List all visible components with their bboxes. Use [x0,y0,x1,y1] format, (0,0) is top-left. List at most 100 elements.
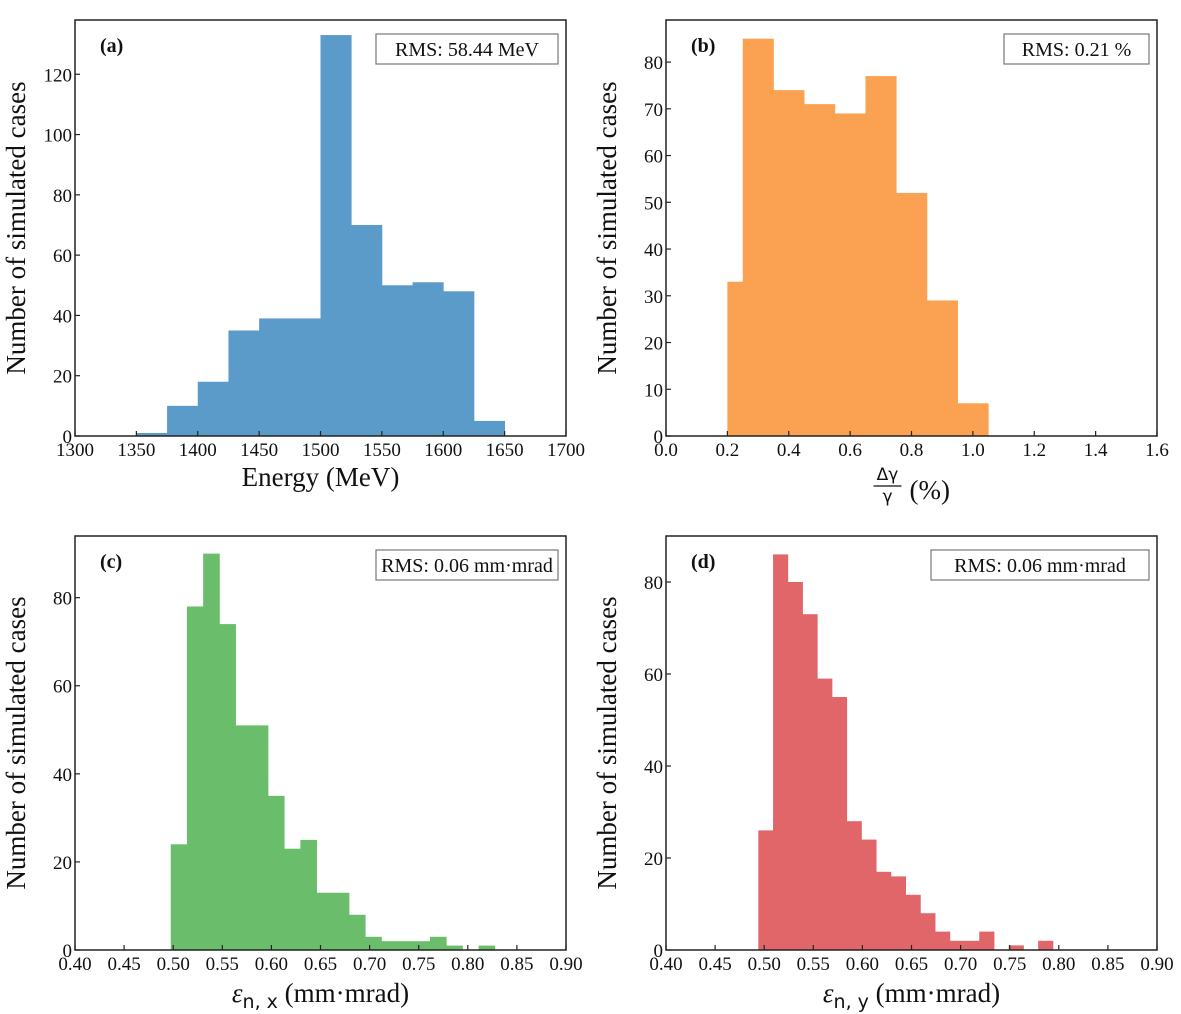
histogram-bar [727,281,744,436]
x-tick-label: 0.45 [107,954,140,975]
y-tick-label: 60 [53,246,72,267]
x-tick-label: 0.80 [451,954,484,975]
x-tick-label: 1.2 [1022,440,1046,461]
x-tick-label: 0.70 [944,954,977,975]
y-tick-label: 30 [644,287,663,308]
histogram-bar [289,318,321,436]
x-label-numerator: Δγ [877,465,899,485]
x-axis-label: Energy (MeV) [242,462,400,492]
x-tick-label: 0.40 [649,954,682,975]
panel-label: (c) [100,551,122,573]
x-tick-label: 0.60 [255,954,288,975]
histogram-bar [896,192,928,436]
panel-b: 0.0 0.2 0.4 0.6 0.8 1.0 1.2 1.4 1.6 0 10 20 30 40 50 60… [592,19,1169,507]
y-tick-label: 80 [53,589,72,610]
histogram-bar [804,104,836,437]
histogram-bar [320,35,352,437]
histogram-bar [1038,940,1054,950]
x-tick-label: 1.6 [1145,440,1169,461]
histogram-bar [817,678,833,950]
histogram-bar [219,624,236,950]
x-label-symbol: ε [232,978,243,1008]
x-tick-label: 0.65 [895,954,928,975]
x-tick-label: 1600 [424,440,462,461]
histogram-bar [413,941,431,950]
histogram-bar [170,844,188,950]
histogram-bar [920,913,936,950]
histogram-bar [197,381,229,436]
rms-annotation: RMS: 58.44 MeV [395,39,539,61]
histogram-bar [351,224,383,436]
y-tick-label: 20 [644,334,663,355]
y-tick-label: 20 [644,849,663,870]
x-tick-label: 1650 [486,440,524,461]
x-label-unit: (mm·mrad) [278,978,409,1008]
histogram-bar [259,318,291,436]
histogram-bar [861,839,877,950]
histogram-bar [802,614,818,950]
x-tick-label: 0.4 [777,440,801,461]
histogram-bar [332,892,350,950]
x-tick-label: 0.40 [58,954,91,975]
x-tick-label: 1300 [56,440,94,461]
histogram-bar [773,90,805,436]
histogram-bar [235,725,253,950]
histogram-bar [443,291,475,436]
x-tick-label: 0.55 [206,954,239,975]
histogram-bar [284,848,301,950]
y-tick-label: 120 [44,65,73,86]
histogram-bar [1008,945,1024,950]
x-label-symbol: ε [823,978,834,1008]
y-tick-label: 60 [53,677,72,698]
histogram-bar [979,931,995,950]
histogram-bar [136,432,168,436]
x-tick-label: 0.70 [353,954,386,975]
x-tick-label: 1550 [363,440,401,461]
x-tick-label: 0.60 [846,954,879,975]
histogram-bar [865,76,897,436]
x-tick-label: 0.50 [748,954,781,975]
histogram-bar [348,914,366,950]
y-axis-label: Number of simulated cases [1,81,31,374]
y-tick-label: 60 [644,147,663,168]
y-tick-label: 80 [644,573,663,594]
y-tick-label: 0 [654,941,664,962]
x-tick-label: 0.45 [698,954,731,975]
rms-annotation-box [930,549,1150,581]
histogram-bar [167,405,199,436]
panel-a: 1300 1350 1400 1450 1500 1550 1600 1650 1700 0 20 4… [1,19,585,492]
histogram-bar [381,941,398,950]
histogram-bar [758,830,774,950]
y-axis-label: Number of simulated cases [592,81,622,374]
histogram-bar [834,113,866,436]
y-tick-label: 10 [644,380,663,401]
x-tick-label: 0.55 [797,954,830,975]
y-tick-label: 80 [53,186,72,207]
x-tick-label: 0.80 [1042,954,1075,975]
histogram-bar [429,936,447,950]
histogram-bar [228,330,260,436]
x-tick-label: 1.0 [961,440,985,461]
x-tick-label: 1700 [547,440,585,461]
histogram-bar [831,697,848,950]
x-tick-label: 1.4 [1084,440,1108,461]
x-tick-label: 0.6 [838,440,862,461]
y-tick-label: 70 [644,100,663,121]
x-axis-label: εn, x (mm·mrad) [232,978,409,1013]
histogram-bar [773,554,789,950]
y-tick-label: 60 [644,665,663,686]
y-tick-label: 0 [63,941,73,962]
x-tick-label: 0.75 [993,954,1026,975]
x-tick-label: 1350 [117,440,155,461]
y-tick-label: 40 [53,306,72,327]
y-tick-label: 40 [53,765,72,786]
x-label-unit: (mm·mrad) [869,978,1000,1008]
panel-label: (a) [100,35,123,57]
histogram-bar [267,795,285,950]
x-label-unit: (%) [910,475,950,505]
rms-annotation-box [375,33,559,65]
histogram-bar [787,582,803,950]
histogram-bar [935,931,951,950]
x-tick-label: 0.2 [716,440,740,461]
